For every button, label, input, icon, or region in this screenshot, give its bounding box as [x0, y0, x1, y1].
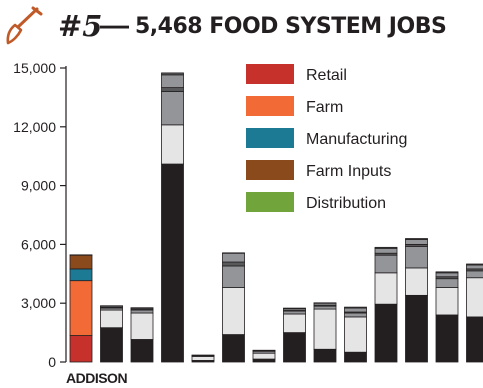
y-tick-label: 6,000 — [21, 236, 56, 252]
bar-segment — [223, 253, 245, 262]
bar — [223, 253, 245, 362]
legend-item: Distribution — [246, 192, 386, 212]
legend: Retail Farm Manufacturing Farm Inputs Distri… — [246, 64, 407, 212]
legend-label: Distribution — [306, 195, 386, 212]
bar-segment — [253, 353, 275, 359]
legend-item: Manufacturing — [246, 128, 407, 148]
bar-segment — [436, 272, 458, 273]
bar-segment — [406, 239, 428, 240]
bar-segment — [253, 359, 275, 362]
bar-segment — [345, 308, 367, 312]
bar-segment — [406, 240, 428, 245]
legend-swatch — [246, 96, 294, 116]
bar-segment — [375, 247, 397, 248]
bar-segment — [436, 273, 458, 277]
bar-segment — [101, 310, 123, 328]
legend-label: Manufacturing — [306, 131, 407, 148]
bar-segment — [375, 273, 397, 304]
bar-segment — [162, 92, 184, 125]
bar — [162, 73, 184, 362]
bar-segment — [314, 349, 336, 362]
bar-segment — [345, 352, 367, 362]
bar-segment — [467, 278, 483, 317]
bar — [70, 255, 92, 362]
bar-segment — [284, 314, 306, 333]
bar — [436, 272, 458, 362]
bar-segment — [436, 279, 458, 288]
legend-item: Retail — [246, 64, 347, 84]
bar-segment — [70, 269, 92, 281]
legend-swatch — [246, 192, 294, 212]
legend-label: Farm — [306, 99, 343, 116]
bar-segment — [375, 248, 397, 253]
legend-item: Farm — [246, 96, 343, 116]
bar — [284, 308, 306, 362]
bars — [70, 73, 483, 362]
bar-segment — [223, 266, 245, 288]
bar-segment — [284, 311, 306, 314]
bar-segment — [70, 336, 92, 362]
bar-segment — [162, 164, 184, 362]
bar-segment — [436, 315, 458, 362]
bar-segment — [131, 313, 153, 339]
y-tick-label: 9,000 — [21, 178, 56, 194]
bar-segment — [314, 306, 336, 309]
bar-segment — [345, 317, 367, 352]
bar-segment — [162, 88, 184, 92]
bar — [406, 239, 428, 362]
bar-segment — [70, 255, 92, 269]
bar-segment — [345, 313, 367, 317]
bar-segment — [314, 309, 336, 349]
bar-segment — [131, 310, 153, 313]
legend-swatch — [246, 128, 294, 148]
y-axis: 0 3,000 6,000 9,000 12,000 15,000 — [13, 60, 66, 370]
bar-segment — [223, 288, 245, 335]
y-tick-label: 12,000 — [13, 119, 56, 135]
bar — [375, 247, 397, 362]
bar — [467, 264, 483, 362]
bar — [101, 306, 123, 362]
bar-segment — [162, 73, 184, 75]
legend-label: Farm Inputs — [306, 163, 391, 180]
bar-segment — [162, 125, 184, 164]
bar-segment — [467, 317, 483, 362]
bar — [192, 355, 214, 362]
legend-swatch — [246, 64, 294, 84]
bar — [314, 303, 336, 362]
bar-segment — [467, 264, 483, 265]
bar — [345, 307, 367, 362]
legend-item: Farm Inputs — [246, 160, 391, 180]
bar-segment — [192, 357, 214, 361]
bar — [131, 308, 153, 362]
bar-segment — [101, 328, 123, 362]
y-tick-label: 15,000 — [13, 60, 56, 76]
bar-segment — [131, 339, 153, 362]
bar-segment — [70, 281, 92, 336]
bar-segment — [436, 288, 458, 315]
y-tick-label: 3,000 — [21, 295, 56, 311]
bar-segment — [375, 304, 397, 362]
bar-segment — [375, 255, 397, 273]
county-label: ADDISON — [66, 370, 127, 386]
bar — [253, 350, 275, 362]
bar-segment — [345, 307, 367, 308]
bar-segment — [223, 335, 245, 362]
bar-segment — [406, 295, 428, 362]
bar-segment — [223, 262, 245, 266]
bar-segment — [467, 265, 483, 269]
bar-segment — [406, 268, 428, 295]
bar-segment — [467, 271, 483, 278]
y-tick-label: 0 — [48, 354, 56, 370]
legend-label: Retail — [306, 67, 347, 84]
bar-segment — [162, 75, 184, 88]
bar-segment — [406, 246, 428, 268]
legend-swatch — [246, 160, 294, 180]
bar-segment — [284, 333, 306, 362]
